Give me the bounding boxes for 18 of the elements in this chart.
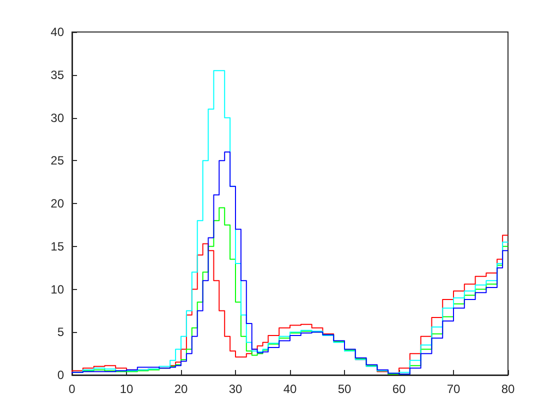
y-tick-label: 5 [57, 325, 64, 340]
x-tick-label: 70 [446, 382, 460, 396]
x-tick-label: 40 [283, 382, 297, 396]
x-tick-label: 0 [68, 382, 76, 396]
y-tick-label: 35 [50, 68, 64, 82]
x-tick-label: 80 [501, 382, 515, 396]
y-tick-label: 15 [50, 239, 64, 254]
y-tick-label: 30 [50, 110, 64, 125]
y-tick-label: 25 [50, 154, 64, 168]
x-tick-label: 50 [338, 382, 352, 396]
y-tick-label: 10 [50, 282, 64, 296]
x-tick-label: 20 [174, 382, 188, 396]
y-tick-label: 40 [50, 25, 64, 39]
y-tick-label: 0 [57, 368, 64, 382]
x-tick-label: 30 [228, 382, 242, 396]
y-tick-label: 20 [50, 196, 64, 210]
x-tick-label: 10 [120, 382, 134, 396]
x-tick-label: 60 [392, 382, 406, 396]
